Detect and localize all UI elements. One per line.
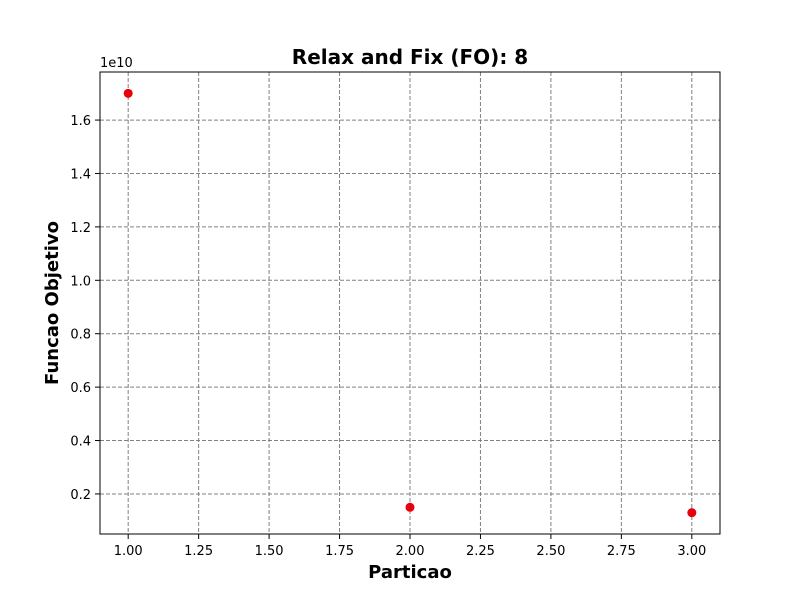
ticks-layer: 1.00 1.25 1.50 1.75 2.00 2.25 2.50 2.75 3.00 0.2 0… — [70, 114, 706, 559]
y-tick-label: 0.4 — [70, 435, 91, 450]
y-tick-label: 1.2 — [70, 221, 91, 236]
grid-layer — [100, 72, 720, 534]
x-tick-label: 2.25 — [466, 544, 495, 559]
x-tick-label: 1.50 — [255, 544, 284, 559]
x-tick-label: 1.00 — [114, 544, 143, 559]
data-point — [405, 502, 415, 512]
x-tick-label: 3.00 — [677, 544, 706, 559]
x-axis-label: Particao — [368, 562, 452, 583]
x-tick-label: 1.25 — [184, 544, 213, 559]
x-tick-label: 1.75 — [325, 544, 354, 559]
y-tick-label: 0.6 — [70, 381, 91, 396]
y-tick-label: 1.0 — [70, 274, 91, 289]
y-tick-label: 0.2 — [70, 488, 91, 503]
data-point — [687, 508, 697, 518]
x-tick-label: 2.00 — [396, 544, 425, 559]
plot-frame — [99, 71, 721, 535]
y-tick-label: 1.6 — [70, 114, 91, 129]
x-tick-label: 2.75 — [607, 544, 636, 559]
y-tick-label: 0.8 — [70, 328, 91, 343]
x-tick-label: 2.50 — [536, 544, 565, 559]
y-axis-label: Funcao Objetivo — [42, 221, 63, 385]
y-offset-label: 1e10 — [100, 56, 133, 71]
chart-title: Relax and Fix (FO): 8 — [292, 45, 528, 69]
points-layer — [123, 88, 697, 518]
data-point — [123, 88, 133, 98]
y-tick-label: 1.4 — [70, 167, 91, 182]
